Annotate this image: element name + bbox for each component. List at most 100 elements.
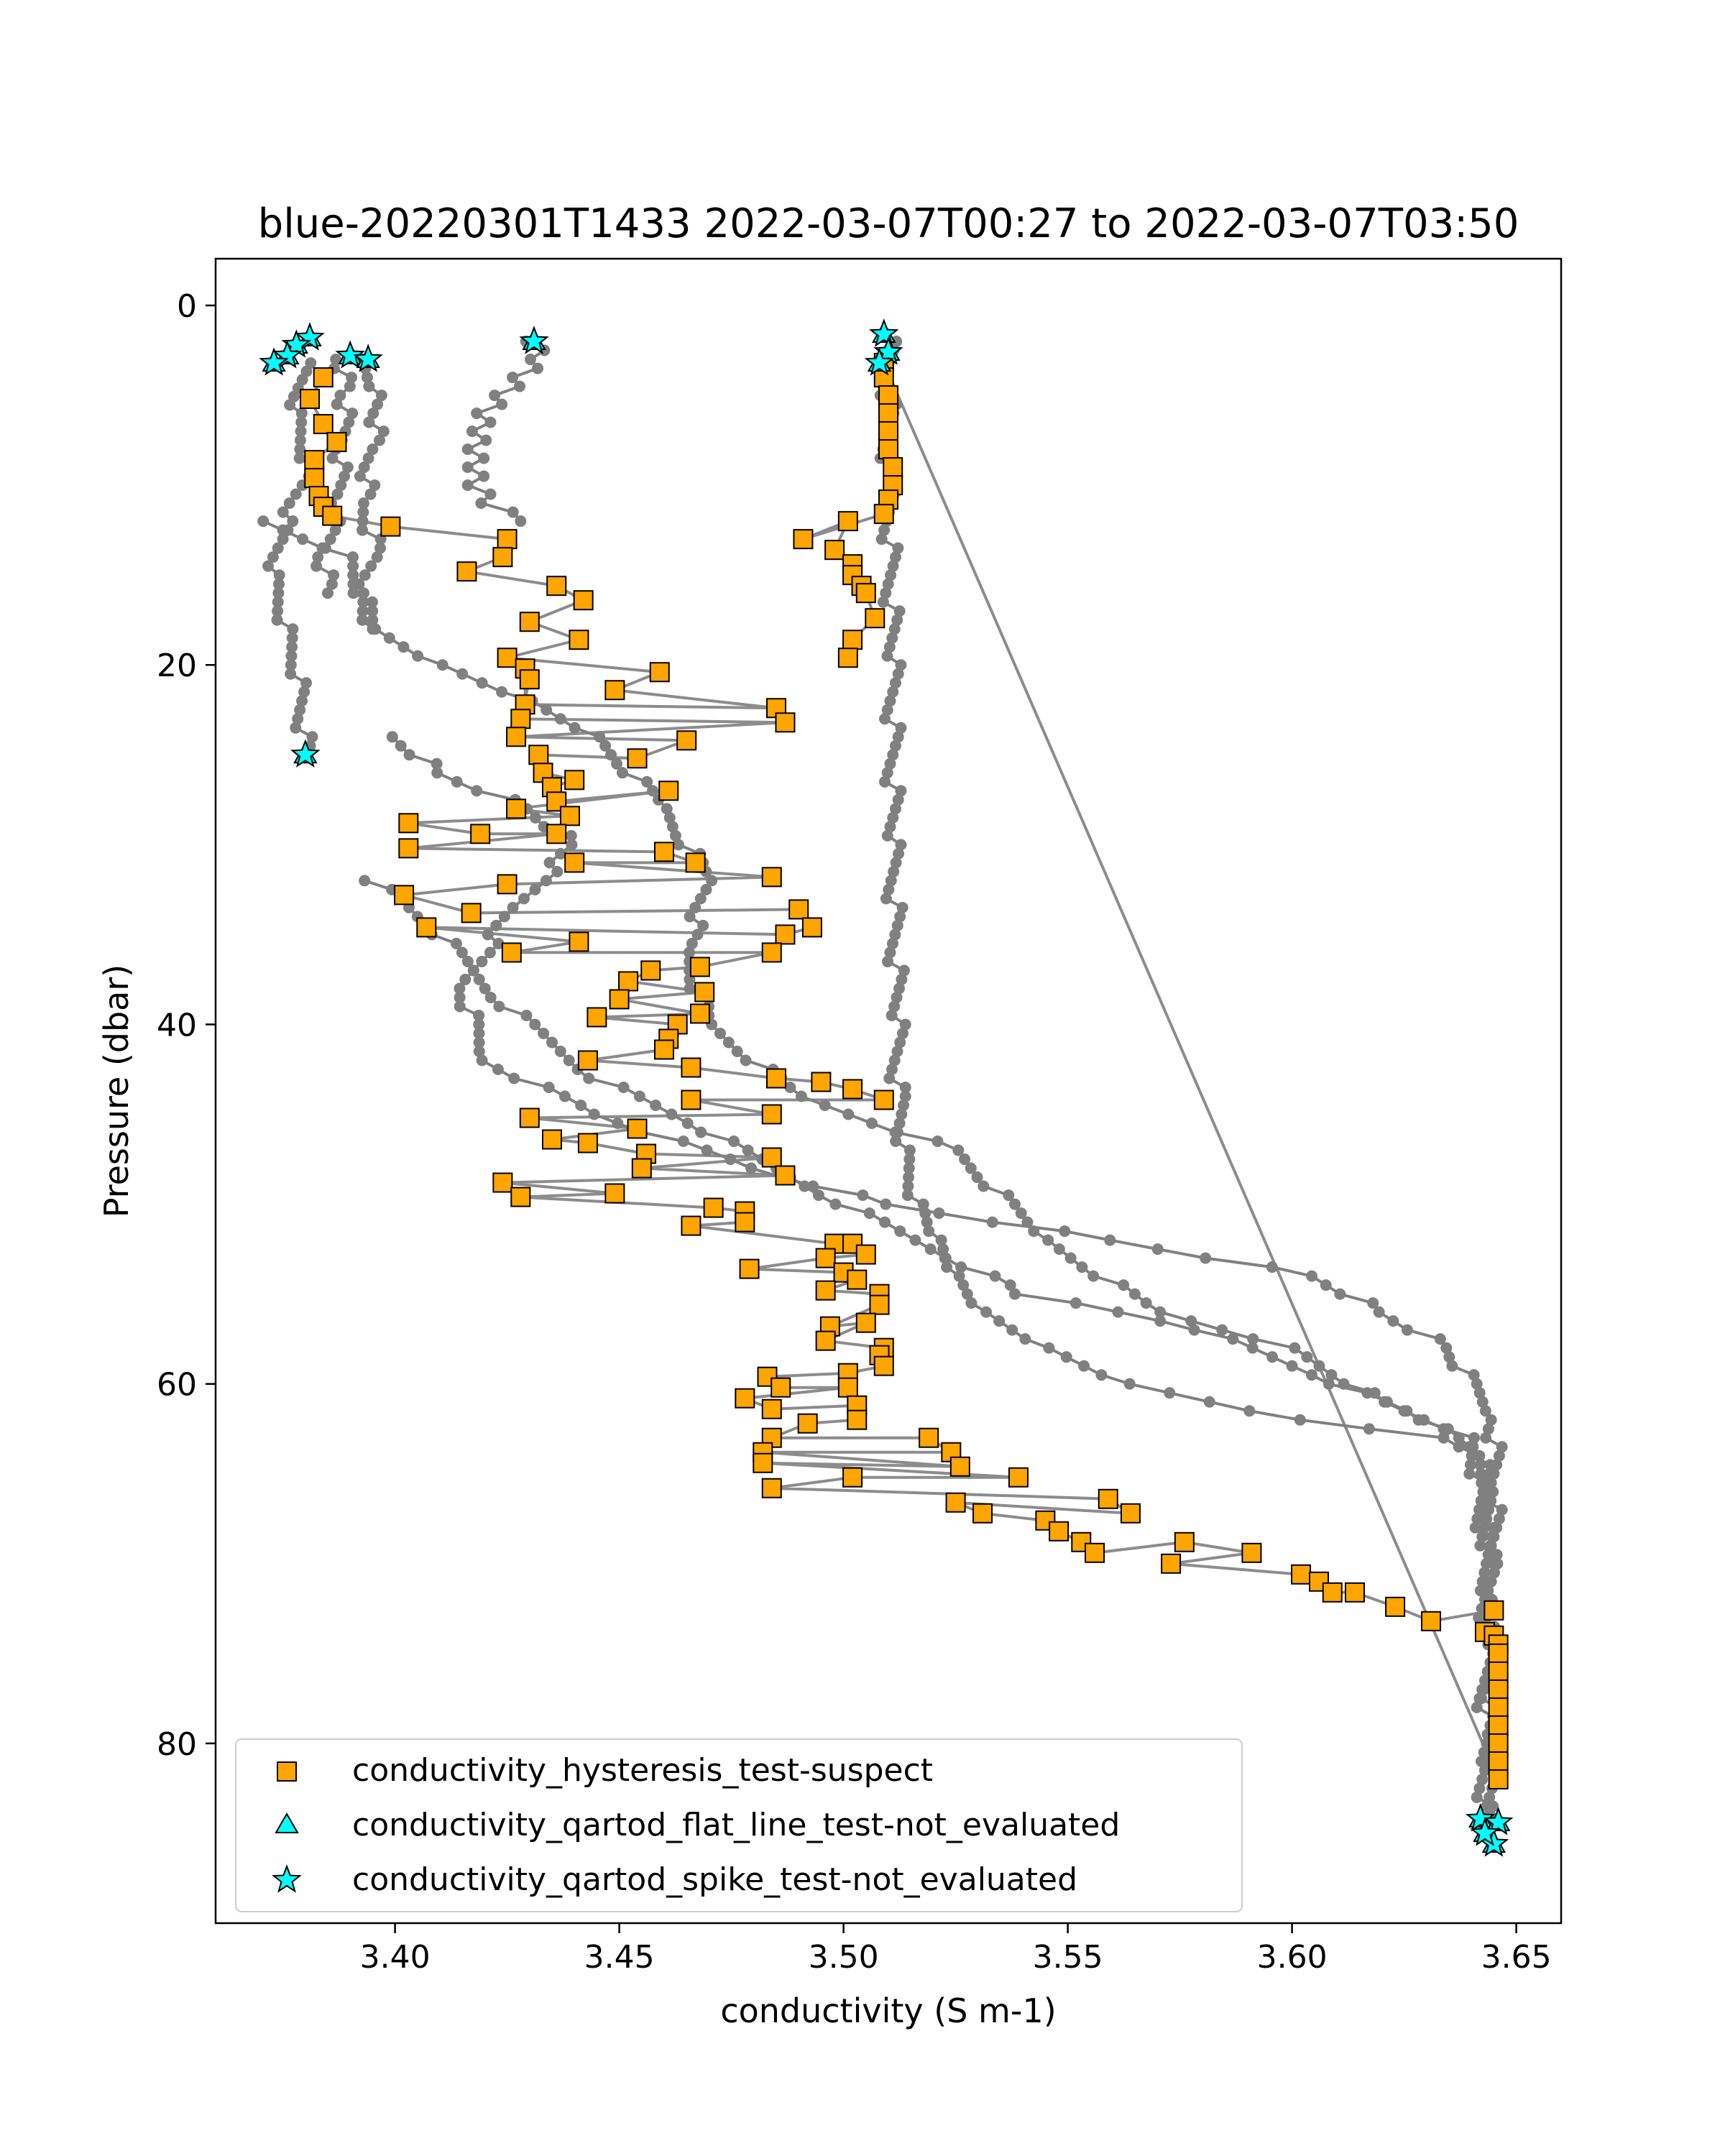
profile-point — [879, 713, 891, 725]
suspect-marker — [761, 942, 782, 963]
profile-point — [356, 524, 369, 536]
profile-point — [529, 883, 541, 895]
profile-point — [731, 1045, 743, 1057]
suspect-marker — [681, 1057, 702, 1078]
profile-point — [1042, 1234, 1054, 1246]
profile-point — [1320, 1279, 1332, 1291]
profile-point — [883, 1072, 896, 1084]
suspect-marker — [627, 748, 648, 769]
spike-marker — [864, 347, 895, 376]
profile-point — [889, 803, 901, 815]
profile-point — [892, 793, 904, 806]
profile-point — [784, 1081, 796, 1093]
profile-point — [293, 452, 305, 464]
profile-point — [493, 1000, 505, 1013]
profile-point — [892, 731, 904, 743]
profile-point — [894, 1036, 906, 1049]
suspect-marker — [506, 727, 527, 747]
profile-point — [532, 362, 544, 374]
profile-point — [367, 605, 379, 617]
suspect-marker — [416, 917, 437, 938]
suspect-marker — [1488, 1643, 1509, 1664]
profile-point — [454, 991, 466, 1003]
profile-point — [473, 1045, 485, 1057]
suspect-marker — [685, 852, 706, 873]
profile-point — [262, 560, 275, 572]
profile-point — [271, 614, 283, 626]
profile-point — [889, 551, 901, 563]
profile-point — [473, 1018, 485, 1031]
profile-point — [892, 542, 904, 554]
profile-point — [294, 704, 306, 716]
suspect-marker — [847, 1269, 868, 1290]
profile-point — [461, 955, 474, 967]
suspect-marker — [824, 540, 845, 561]
profile-point — [1361, 1387, 1374, 1399]
profile-point — [363, 380, 375, 392]
suspect-marker — [855, 1312, 876, 1333]
profile-point — [295, 407, 308, 420]
profile-point — [372, 398, 384, 410]
profile-point — [1480, 1495, 1492, 1507]
profile-point — [290, 722, 302, 734]
suspect-marker — [703, 1197, 724, 1218]
profile-point — [971, 1171, 983, 1184]
profile-point — [599, 740, 612, 752]
suspect-marker — [609, 989, 630, 1010]
profile-point — [1154, 1306, 1167, 1318]
profile-point — [1004, 1279, 1016, 1291]
profile-point — [939, 1252, 952, 1264]
profile-point — [286, 641, 298, 653]
profile-point — [1043, 1342, 1055, 1354]
profile-point — [375, 390, 387, 402]
profile-point — [1488, 1531, 1500, 1543]
profile-point — [1200, 1252, 1212, 1264]
profile-point — [899, 1090, 911, 1102]
profile-point — [543, 1081, 555, 1093]
profile-point — [484, 416, 497, 428]
profile-point — [986, 1216, 998, 1228]
profile-point — [616, 767, 628, 779]
profile-point — [895, 785, 907, 797]
profile-point — [356, 605, 369, 617]
profile-point — [740, 1054, 752, 1067]
suspect-marker — [380, 516, 401, 537]
spike-marker — [290, 739, 321, 768]
suspect-marker — [878, 385, 898, 406]
profile-point — [1401, 1324, 1413, 1336]
suspect-marker — [815, 1330, 836, 1351]
profile-point — [478, 452, 490, 464]
profile-point — [893, 1118, 906, 1130]
suspect-marker — [873, 504, 894, 525]
profile-point — [1188, 1324, 1200, 1336]
profile-point — [489, 390, 501, 402]
profile-point — [1247, 1333, 1259, 1345]
profile-point — [1485, 1575, 1497, 1588]
profile-point — [466, 425, 478, 438]
suspect-marker — [658, 780, 679, 801]
profile-point — [1482, 1549, 1494, 1561]
legend: conductivity_hysteresis_test-suspect con… — [235, 1738, 1243, 1912]
profile-point — [456, 668, 469, 680]
profile-point — [952, 1144, 965, 1156]
profile-point — [285, 650, 298, 662]
profile-point — [347, 560, 359, 572]
profile-point — [257, 515, 270, 528]
profile-point — [903, 1153, 916, 1166]
profile-point — [893, 847, 905, 860]
profile-point — [363, 416, 375, 428]
suspect-marker — [878, 403, 898, 424]
profile-point — [889, 1126, 901, 1138]
profile-point — [888, 1000, 901, 1013]
suspect-marker — [1161, 1553, 1182, 1574]
profile-point — [1468, 1432, 1480, 1444]
profile-point — [895, 839, 907, 851]
profile-point — [330, 354, 342, 366]
spike-marker — [259, 347, 289, 376]
profile-point — [1483, 1468, 1495, 1480]
profile-point — [283, 497, 295, 510]
profile-point — [272, 587, 285, 599]
suspect-marker — [313, 367, 334, 388]
profile-point — [454, 1000, 466, 1013]
profile-point — [341, 461, 354, 474]
